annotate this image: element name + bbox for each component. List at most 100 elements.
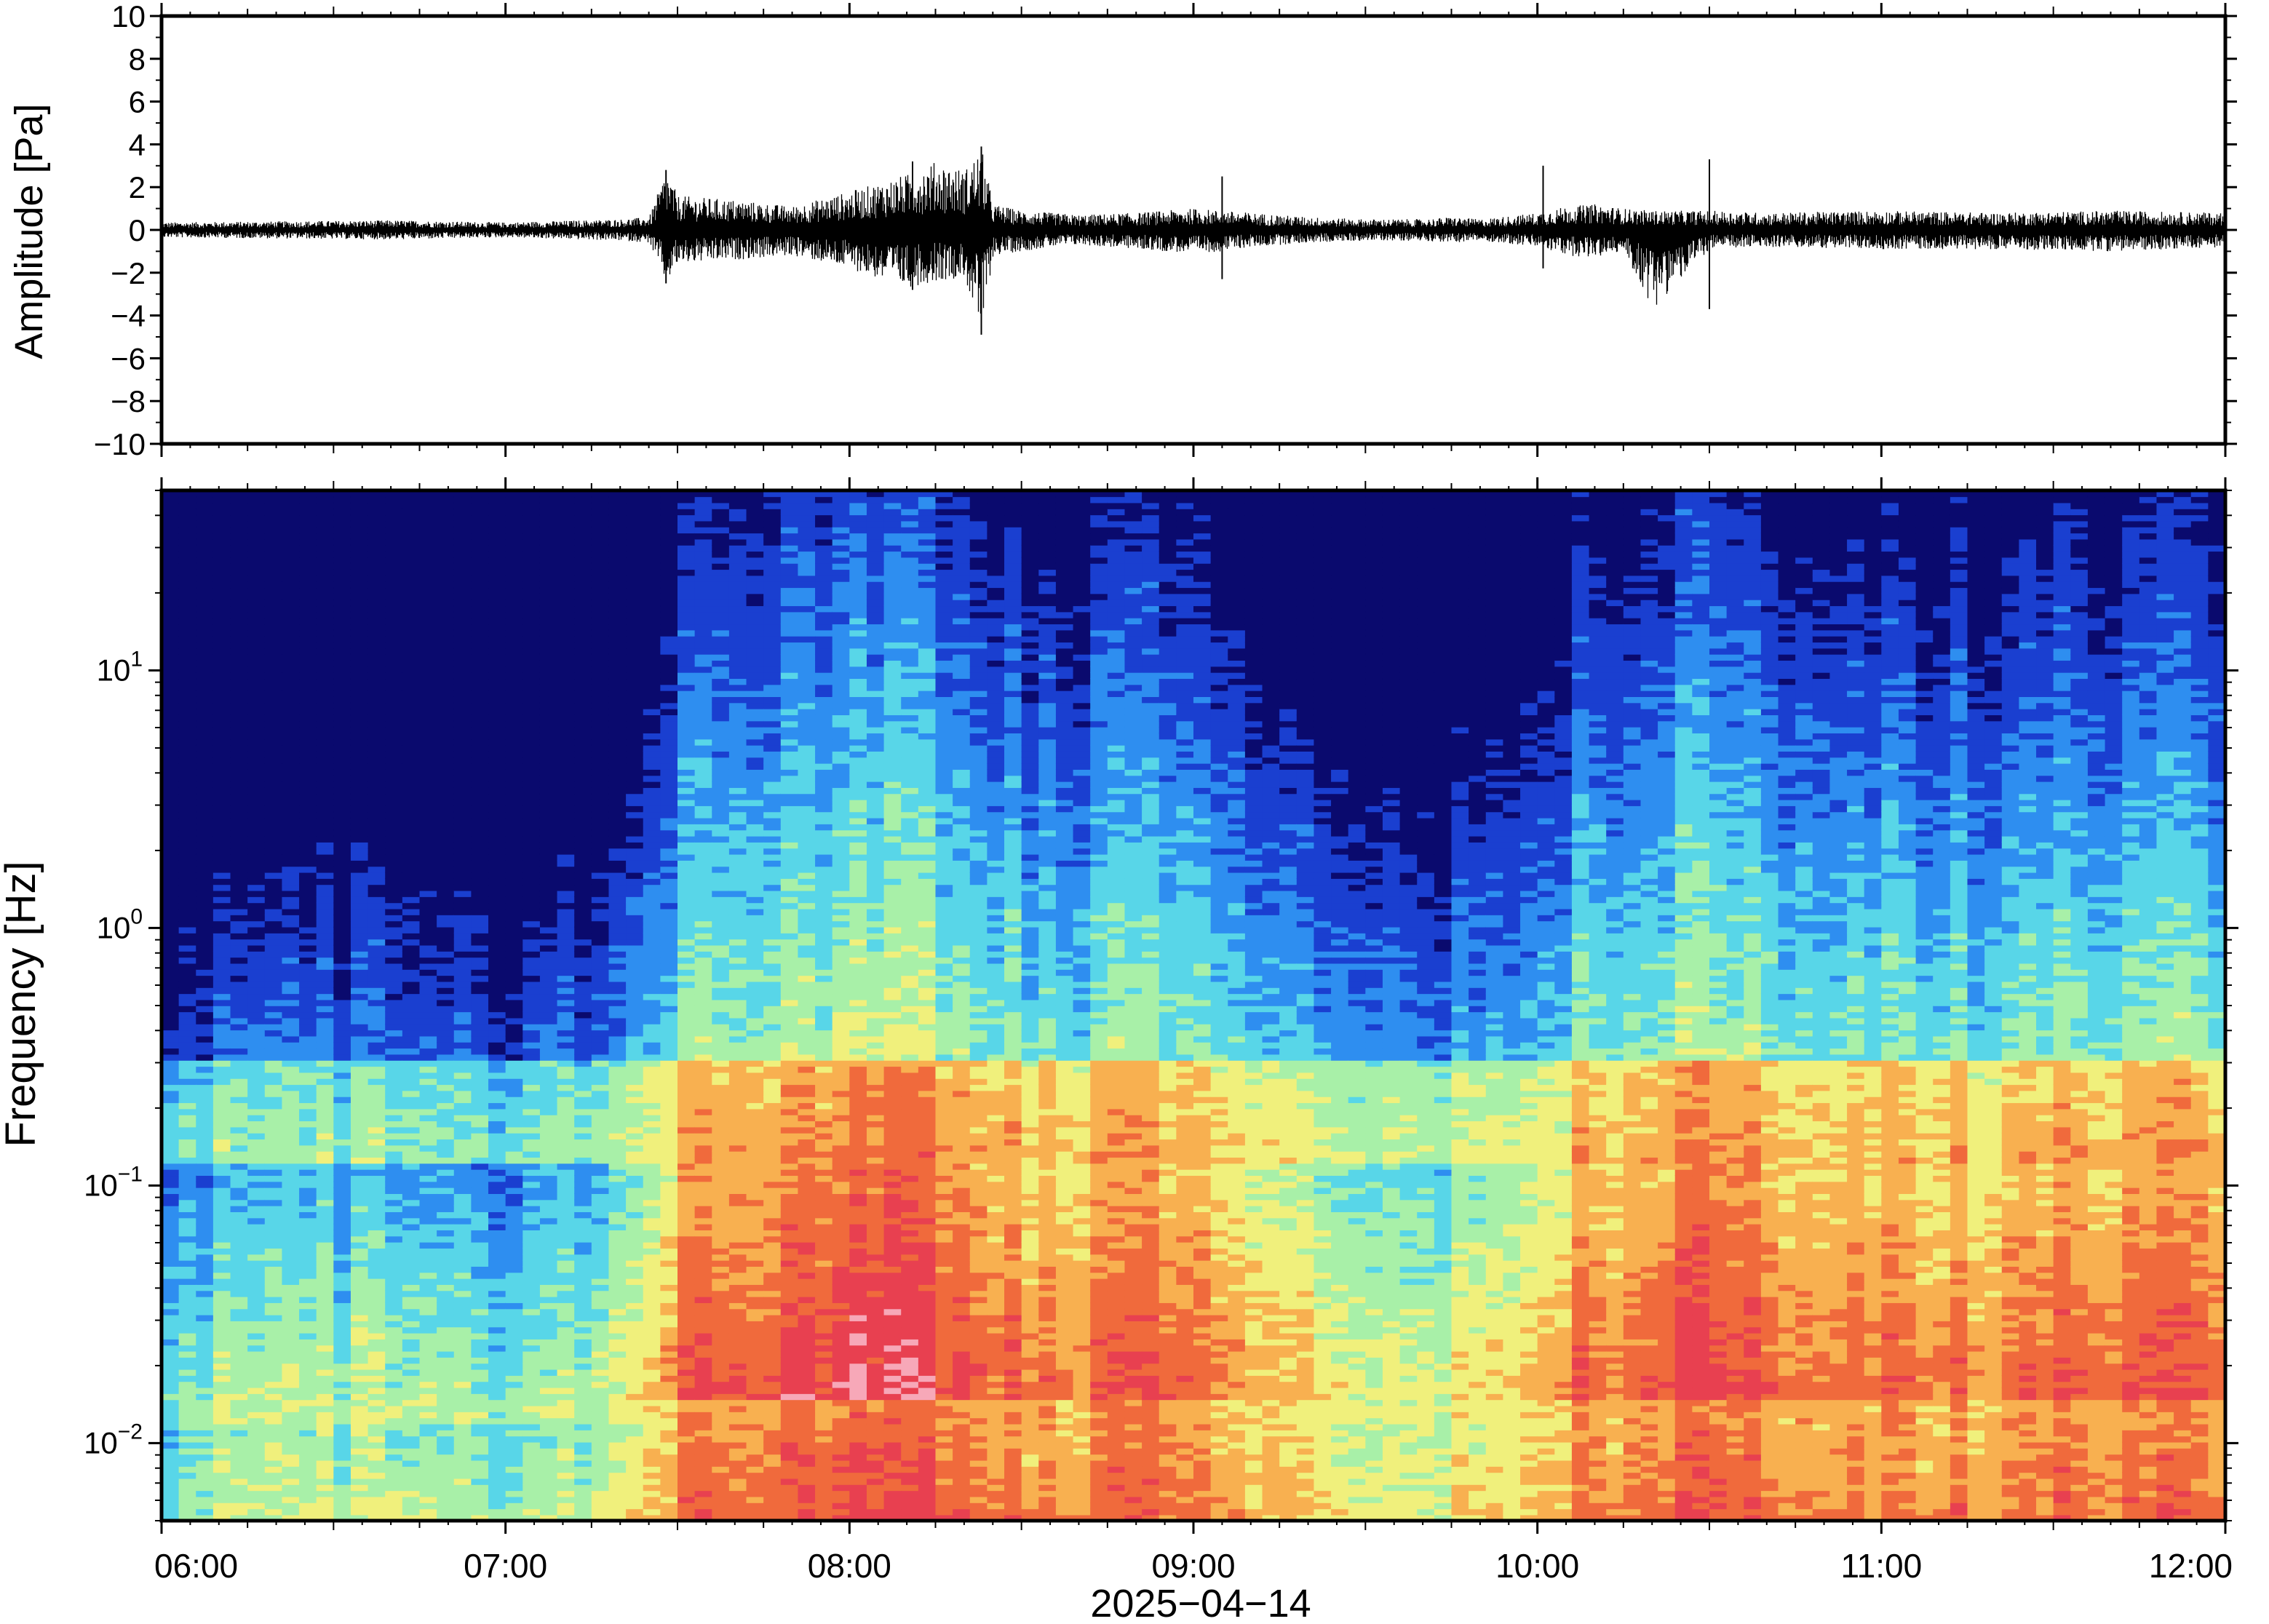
- spectrogram-cell: [522, 1175, 541, 1182]
- spectrogram-cell: [626, 999, 644, 1006]
- spectrogram-cell: [505, 890, 524, 897]
- spectrogram-cell: [453, 1145, 472, 1152]
- spectrogram-cell: [333, 805, 351, 813]
- spectrogram-cell: [505, 872, 524, 879]
- spectrogram-cell: [539, 1114, 558, 1122]
- spectrogram-cell: [505, 1472, 524, 1479]
- spectrogram-cell: [212, 944, 231, 952]
- spectrogram-cell: [247, 896, 266, 904]
- spectrogram-cell: [264, 1169, 283, 1177]
- spectrogram-cell: [419, 551, 437, 558]
- spectrogram-cell: [402, 817, 421, 824]
- spectrogram-cell: [402, 648, 421, 655]
- spectrogram-cell: [333, 684, 351, 691]
- spectrogram-cell: [350, 1150, 369, 1158]
- spectrogram-cell: [505, 739, 524, 746]
- spectrogram-cell: [419, 884, 437, 891]
- spectrogram-cell: [574, 1278, 592, 1285]
- spectrogram-cell: [333, 769, 351, 776]
- spectrogram-cell: [385, 853, 403, 861]
- spectrogram-cell: [505, 696, 524, 704]
- spectrogram-cell: [196, 569, 214, 576]
- spectrogram-cell: [162, 1169, 180, 1177]
- spectrogram-cell: [437, 1478, 455, 1485]
- spectrogram-cell: [453, 720, 472, 728]
- spectrogram-cell: [471, 1217, 489, 1225]
- spectrogram-cell: [419, 672, 437, 680]
- spectrogram-cell: [505, 611, 524, 618]
- spectrogram-cell: [574, 853, 592, 861]
- spectrogram-cell: [350, 1096, 369, 1104]
- spectrogram-cell: [402, 775, 421, 782]
- spectrogram-cell: [230, 793, 248, 800]
- spectrogram-cell: [367, 1278, 386, 1285]
- spectrogram-cell: [299, 1084, 317, 1091]
- spectrogram-cell: [557, 1035, 575, 1043]
- spectrogram-cell: [385, 920, 403, 928]
- spectrogram-cell: [247, 1096, 266, 1104]
- spectrogram-cell: [212, 1454, 231, 1461]
- spectrogram-cell: [557, 1502, 575, 1510]
- spectrogram-cell: [264, 878, 283, 885]
- spectrogram-cell: [505, 1405, 524, 1412]
- spectrogram-cell: [282, 1345, 300, 1352]
- spectrogram-cell: [591, 848, 610, 855]
- spectrogram-cell: [522, 490, 541, 498]
- spectrogram-cell: [626, 890, 644, 897]
- spectrogram-cell: [385, 1199, 403, 1206]
- spectrogram-cell: [333, 502, 351, 509]
- spectrogram-cell: [453, 811, 472, 819]
- spectrogram-cell: [557, 1332, 575, 1340]
- spectrogram-cell: [367, 1096, 386, 1104]
- spectrogram-cell: [453, 1508, 472, 1516]
- spectrogram-cell: [626, 1314, 644, 1321]
- spectrogram-cell: [522, 496, 541, 503]
- spectrogram-cell: [471, 1230, 489, 1237]
- spectrogram-cell: [437, 1345, 455, 1352]
- spectrogram-cell: [539, 635, 558, 643]
- spectrogram-cell: [350, 1508, 369, 1516]
- spectrogram-cell: [419, 520, 437, 528]
- spectrogram-cell: [178, 1296, 197, 1303]
- spectrogram-cell: [505, 915, 524, 922]
- spectrogram-cell: [626, 842, 644, 849]
- spectrogram-cell: [333, 915, 351, 922]
- spectrogram-cell: [230, 575, 248, 582]
- spectrogram-cell: [247, 1259, 266, 1267]
- spectrogram-cell: [557, 981, 575, 988]
- spectrogram-cell: [178, 1266, 197, 1273]
- spectrogram-cell: [539, 1339, 558, 1346]
- spectrogram-cell: [385, 829, 403, 837]
- spectrogram-cell: [419, 1114, 437, 1122]
- spectrogram-cell: [299, 860, 317, 867]
- spectrogram-cell: [574, 733, 592, 740]
- spectrogram-cell: [299, 720, 317, 728]
- spectrogram-cell: [419, 611, 437, 618]
- spectrogram-cell: [402, 757, 421, 764]
- spectrogram-cell: [437, 1199, 455, 1206]
- spectrogram-cell: [367, 884, 386, 891]
- spectrogram-cell: [419, 496, 437, 503]
- spectrogram-cell: [557, 1369, 575, 1376]
- spectrogram-cell: [282, 562, 300, 570]
- spectrogram-cell: [471, 1193, 489, 1201]
- spectrogram-cell: [402, 853, 421, 861]
- spectrogram-cell: [402, 1048, 421, 1055]
- spectrogram-cell: [264, 1302, 283, 1310]
- spectrogram-cell: [196, 642, 214, 649]
- spectrogram-cell: [626, 514, 644, 522]
- spectrogram-cell: [196, 1066, 214, 1073]
- spectrogram-cell: [453, 1187, 472, 1195]
- spectrogram-cell: [282, 1163, 300, 1170]
- spectrogram-cell: [316, 1090, 335, 1097]
- spectrogram-cell: [350, 1412, 369, 1419]
- spectrogram-cell: [316, 1490, 335, 1497]
- spectrogram-cell: [230, 1230, 248, 1237]
- spectrogram-cell: [230, 533, 248, 540]
- spectrogram-cell: [212, 896, 231, 904]
- spectrogram-cell: [626, 1199, 644, 1206]
- spectrogram-cell: [574, 1175, 592, 1182]
- spectrogram-cell: [453, 1412, 472, 1419]
- spectrogram-cell: [574, 1084, 592, 1091]
- spectrogram-cell: [333, 763, 351, 770]
